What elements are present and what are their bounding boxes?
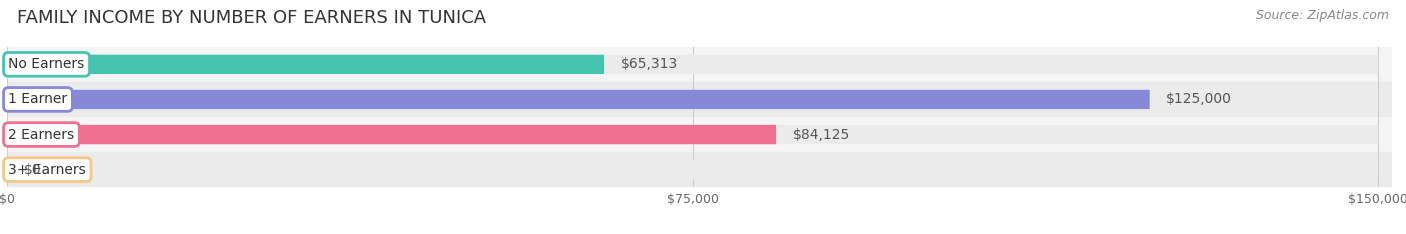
Bar	[7, 82, 1392, 117]
Text: $65,313: $65,313	[620, 57, 678, 71]
FancyBboxPatch shape	[7, 125, 1378, 144]
Text: FAMILY INCOME BY NUMBER OF EARNERS IN TUNICA: FAMILY INCOME BY NUMBER OF EARNERS IN TU…	[17, 9, 486, 27]
FancyBboxPatch shape	[7, 160, 1378, 179]
Bar	[7, 47, 1392, 82]
Bar	[7, 152, 1392, 187]
FancyBboxPatch shape	[7, 55, 605, 74]
Text: 1 Earner: 1 Earner	[8, 92, 67, 106]
Text: Source: ZipAtlas.com: Source: ZipAtlas.com	[1256, 9, 1389, 22]
Text: 3+ Earners: 3+ Earners	[8, 163, 86, 177]
Text: No Earners: No Earners	[8, 57, 84, 71]
FancyBboxPatch shape	[7, 90, 1378, 109]
FancyBboxPatch shape	[7, 90, 1150, 109]
Text: $125,000: $125,000	[1166, 92, 1232, 106]
FancyBboxPatch shape	[7, 125, 776, 144]
Text: 2 Earners: 2 Earners	[8, 128, 75, 142]
Bar	[7, 117, 1392, 152]
FancyBboxPatch shape	[7, 55, 1378, 74]
Text: $0: $0	[24, 163, 41, 177]
Text: $84,125: $84,125	[793, 128, 849, 142]
